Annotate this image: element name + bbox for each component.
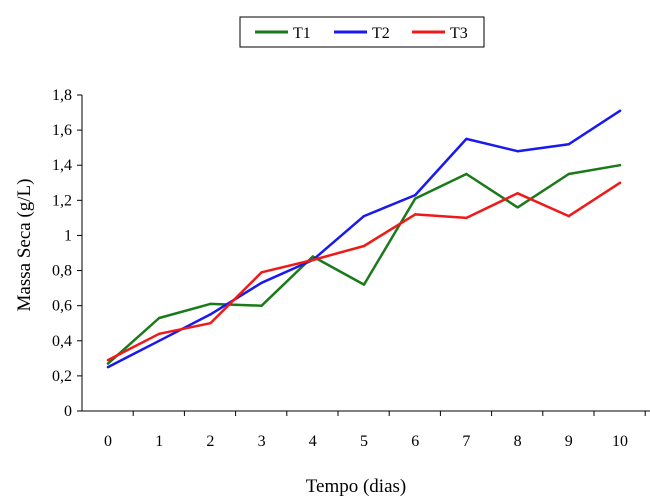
y-tick-label: 1,6	[52, 122, 72, 139]
x-tick-label: 4	[309, 433, 317, 450]
legend: T1 T2 T3	[239, 16, 485, 48]
data-point-t3	[362, 244, 366, 248]
x-tick-label: 8	[514, 433, 522, 450]
data-point-t3	[618, 181, 622, 184]
data-point-t1	[414, 197, 417, 200]
data-point-t2	[516, 149, 519, 153]
data-point-t3	[209, 322, 212, 325]
data-point-t1	[209, 302, 212, 306]
data-point-t3	[260, 271, 263, 274]
data-point-t1	[465, 172, 468, 176]
legend-label-t1: T1	[293, 25, 311, 42]
data-point-t3	[158, 332, 161, 335]
data-point-t1	[106, 362, 110, 365]
y-tick-label: 0,6	[52, 298, 72, 315]
x-tick-label: 5	[360, 433, 368, 450]
data-point-t2	[158, 339, 161, 342]
y-tick-label: 0,8	[52, 263, 72, 280]
data-point-t1	[362, 283, 366, 286]
data-point-t2	[618, 109, 622, 113]
data-point-t2	[414, 193, 417, 197]
data-point-t1	[311, 255, 314, 258]
data-point-t2	[465, 137, 468, 141]
data-point-t3	[311, 258, 314, 262]
x-tick-label: 6	[411, 433, 419, 450]
x-axis-title: Tempo (dias)	[306, 476, 407, 497]
data-point-t2	[209, 313, 212, 316]
data-point-t1	[516, 206, 519, 209]
data-point-t3	[516, 192, 519, 195]
x-tick-label: 0	[104, 433, 112, 450]
y-tick-label: 0	[64, 403, 72, 420]
data-point-t3	[567, 214, 570, 218]
x-tick-label: 1	[155, 433, 163, 450]
y-tick-label: 1,2	[52, 192, 72, 209]
plot-area: 0 0,2 0,4 0,6 0,8 1 1,2 1,4 1,6 1,8 0 1 2 3 4 5 6 7 8 9 10	[52, 87, 650, 450]
x-tick-label: 3	[258, 433, 266, 450]
y-axis-title: Massa Seca (g/L)	[14, 179, 35, 312]
series-line-t1	[106, 163, 622, 365]
data-point-t3	[106, 358, 110, 362]
data-point-t3	[414, 213, 417, 216]
x-tick-label: 2	[206, 433, 214, 450]
x-tick-label: 9	[565, 433, 573, 450]
data-point-t2	[106, 365, 110, 369]
legend-label-t2: T2	[372, 25, 390, 42]
data-point-t2	[260, 281, 263, 285]
data-point-t1	[260, 304, 263, 307]
y-tick-label: 1,8	[52, 87, 72, 104]
x-tick-label: 10	[612, 433, 628, 450]
data-point-t1	[567, 172, 570, 176]
y-tick-label: 1	[64, 227, 72, 244]
y-tick-label: 1,4	[52, 157, 72, 174]
legend-label-t3: T3	[450, 25, 468, 42]
data-point-t1	[158, 316, 161, 320]
data-point-t3	[465, 216, 468, 220]
data-point-t2	[362, 214, 366, 218]
y-tick-label: 0,4	[52, 333, 72, 350]
data-point-t1	[618, 164, 622, 167]
x-tick-label: 7	[462, 433, 470, 450]
series-line-t3	[106, 181, 622, 362]
y-tick-label: 0,2	[52, 368, 72, 385]
data-point-t2	[567, 142, 570, 146]
